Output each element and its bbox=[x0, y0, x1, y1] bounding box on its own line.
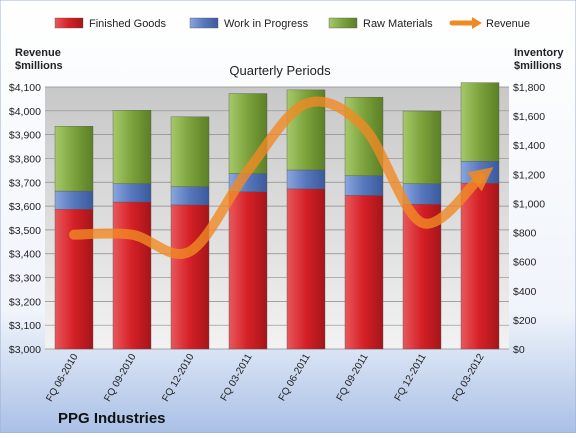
bar-work-in-progress bbox=[171, 187, 209, 205]
left-tick-label: $4,000 bbox=[9, 106, 41, 118]
right-tick-label: $800 bbox=[513, 228, 537, 240]
bar-finished-goods bbox=[287, 189, 325, 349]
left-tick-label: $3,300 bbox=[9, 273, 41, 285]
legend-swatch bbox=[329, 18, 357, 28]
left-tick-label: $3,100 bbox=[9, 320, 41, 332]
bar-finished-goods bbox=[229, 192, 267, 349]
bar-finished-goods bbox=[461, 183, 499, 349]
bar-finished-goods bbox=[345, 195, 383, 349]
right-tick-label: $600 bbox=[513, 257, 537, 269]
bar-raw-materials bbox=[403, 111, 441, 184]
bar-finished-goods bbox=[113, 202, 151, 349]
left-tick-label: $3,000 bbox=[9, 344, 41, 356]
bar-work-in-progress bbox=[55, 191, 93, 209]
bar-work-in-progress bbox=[287, 170, 325, 189]
left-tick-label: $3,800 bbox=[9, 153, 41, 165]
bar-raw-materials bbox=[171, 117, 209, 187]
right-tick-label: $1,800 bbox=[513, 82, 545, 94]
left-tick-label: $3,200 bbox=[9, 296, 41, 308]
company-name: PPG Industries bbox=[58, 410, 166, 427]
left-tick-label: $3,900 bbox=[9, 130, 41, 142]
chart-title: Quarterly Periods bbox=[229, 63, 331, 78]
legend-label: Raw Materials bbox=[363, 18, 433, 30]
left-tick-label: $3,500 bbox=[9, 225, 41, 237]
right-tick-label: $1,200 bbox=[513, 169, 545, 181]
legend-label: Finished Goods bbox=[89, 18, 167, 30]
left-tick-label: $3,600 bbox=[9, 201, 41, 213]
right-tick-label: $1,600 bbox=[513, 111, 545, 123]
right-tick-label: $0 bbox=[513, 344, 525, 356]
left-axis-label: Revenue $millions bbox=[15, 47, 64, 72]
legend-swatch bbox=[190, 18, 218, 28]
legend-label: Revenue bbox=[486, 18, 530, 30]
bar-work-in-progress bbox=[345, 176, 383, 196]
bar-raw-materials bbox=[229, 94, 267, 174]
left-tick-label: $4,100 bbox=[9, 82, 41, 94]
bar-finished-goods bbox=[171, 205, 209, 349]
bar-work-in-progress bbox=[113, 184, 151, 202]
right-tick-label: $400 bbox=[513, 286, 537, 298]
right-tick-label: $1,400 bbox=[513, 140, 545, 152]
legend-swatch bbox=[55, 18, 83, 28]
right-tick-label: $1,000 bbox=[513, 198, 545, 210]
bar-raw-materials bbox=[113, 110, 151, 184]
right-axis-label: Inventory $millions bbox=[514, 47, 567, 72]
bar-raw-materials bbox=[55, 126, 93, 191]
bar-raw-materials bbox=[461, 83, 499, 162]
left-tick-label: $3,700 bbox=[9, 177, 41, 189]
legend-label: Work in Progress bbox=[224, 18, 309, 30]
left-tick-label: $3,400 bbox=[9, 249, 41, 261]
right-tick-label: $200 bbox=[513, 315, 537, 327]
bar-raw-materials bbox=[345, 97, 383, 176]
